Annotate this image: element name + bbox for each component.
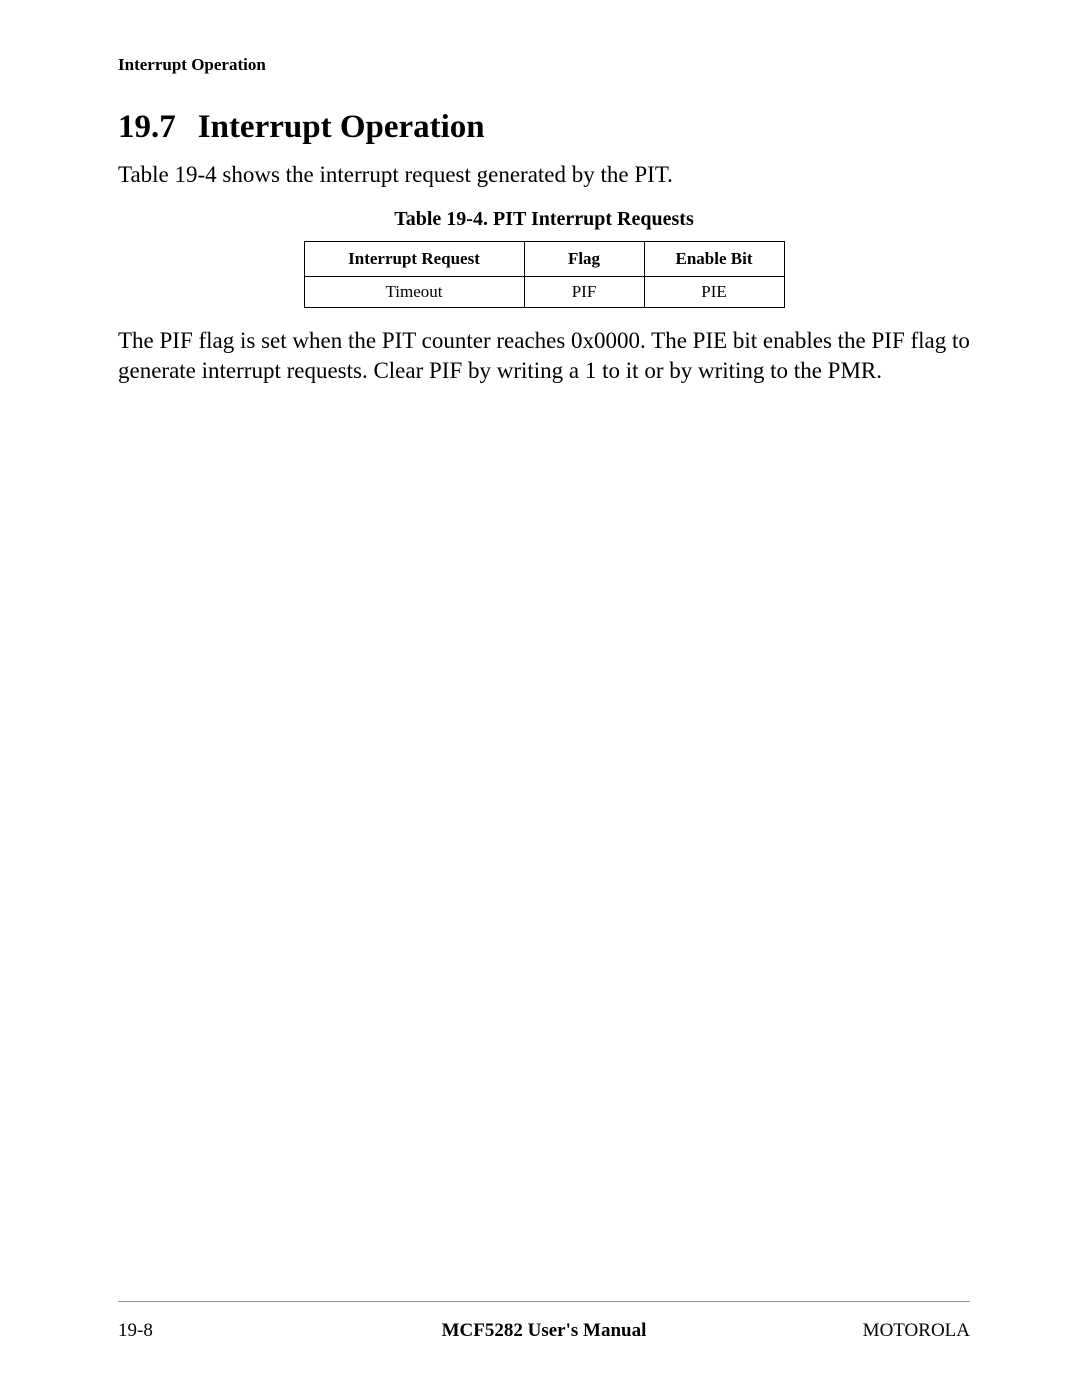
table-header-request: Interrupt Request [304,241,524,276]
table-header-flag: Flag [524,241,644,276]
page-footer: 19-8 MCF5282 User's Manual MOTOROLA [118,1301,970,1342]
footer-row: 19-8 MCF5282 User's Manual MOTOROLA [118,1320,970,1342]
after-table-paragraph: The PIF flag is set when the PIT counter… [118,326,970,386]
table-cell-request: Timeout [304,276,524,307]
section-heading: 19.7 Interrupt Operation [118,109,970,146]
footer-manual-title: MCF5282 User's Manual [402,1320,686,1342]
table-row: Timeout PIF PIE [304,276,784,307]
page-content: Interrupt Operation 19.7 Interrupt Operat… [0,0,1080,386]
table-cell-flag: PIF [524,276,644,307]
table-header-enable: Enable Bit [644,241,784,276]
footer-company: MOTOROLA [686,1320,970,1342]
section-number: 19.7 [118,109,176,146]
running-header: Interrupt Operation [118,55,970,75]
table-header-row: Interrupt Request Flag Enable Bit [304,241,784,276]
table-cell-enable: PIE [644,276,784,307]
table-caption: Table 19-4. PIT Interrupt Requests [118,208,970,231]
pit-interrupt-table: Interrupt Request Flag Enable Bit Timeou… [304,241,785,308]
footer-page-number: 19-8 [118,1320,402,1342]
intro-paragraph: Table 19-4 shows the interrupt request g… [118,160,970,190]
section-title: Interrupt Operation [198,109,485,145]
footer-rule [118,1301,970,1302]
